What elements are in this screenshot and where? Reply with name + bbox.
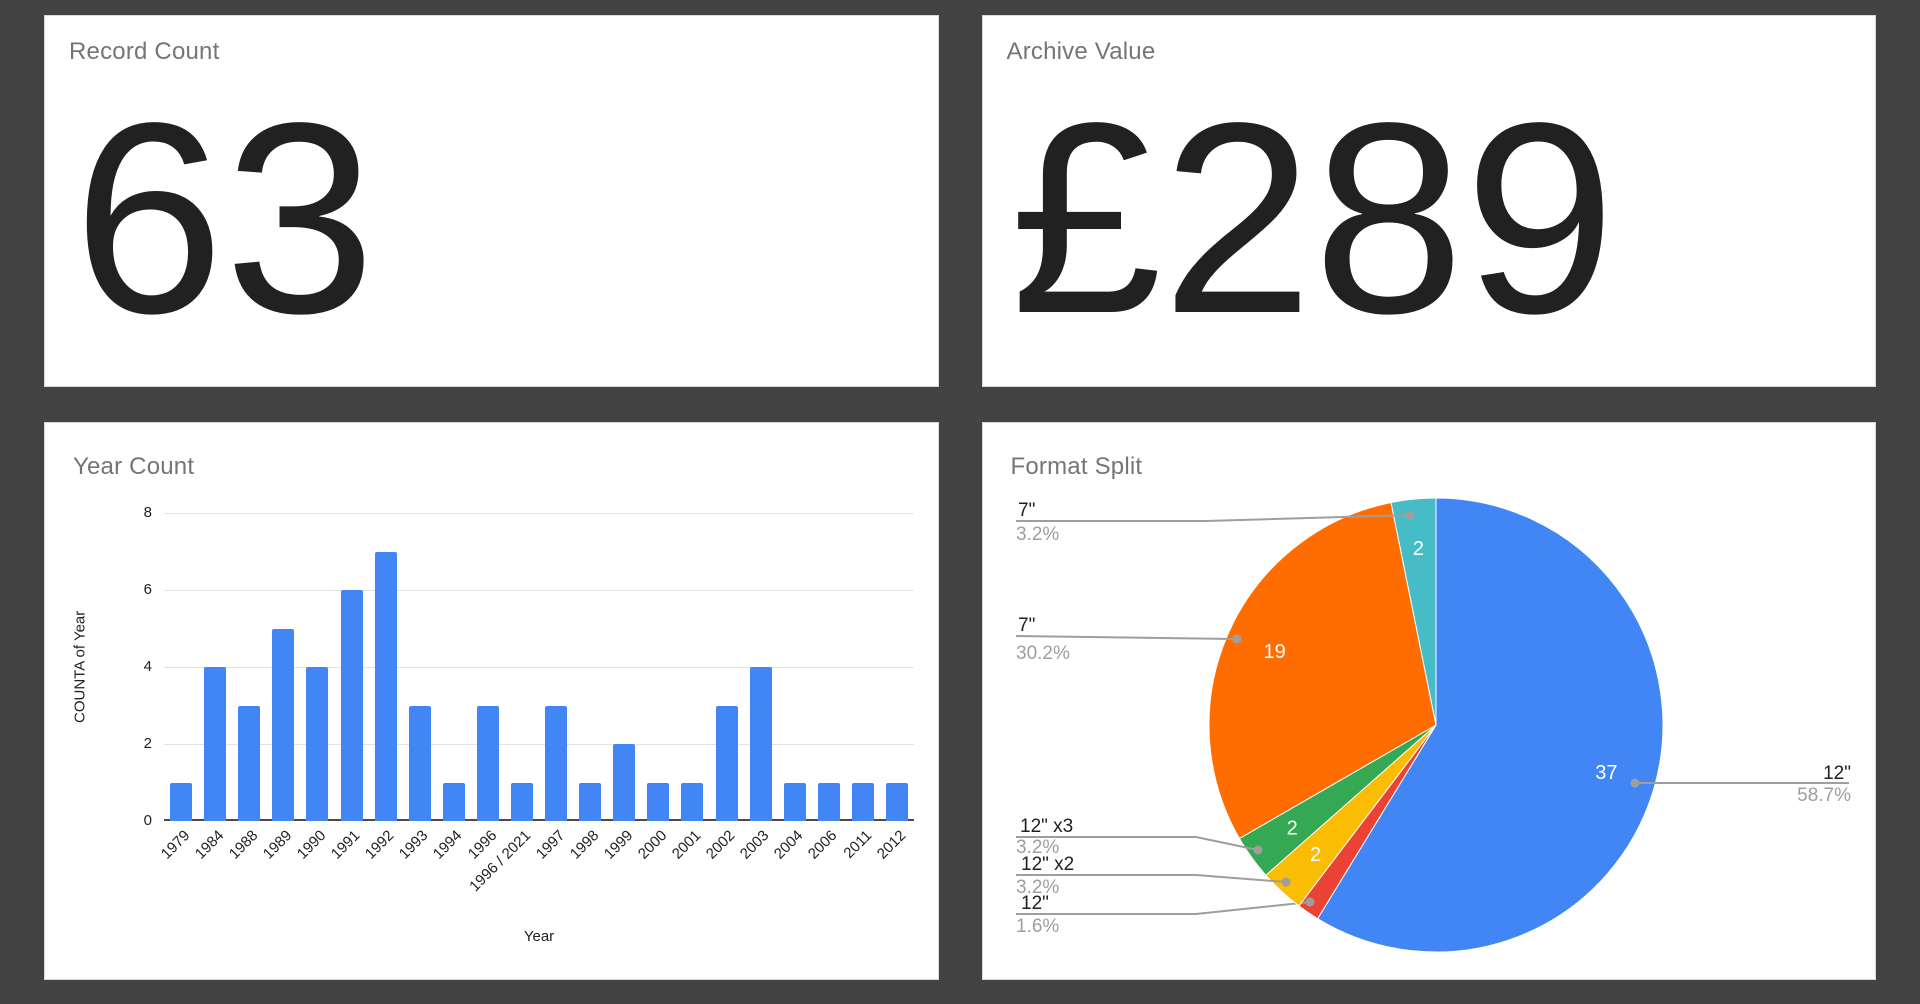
x-tick-label-1990: 1990 bbox=[293, 827, 330, 863]
pie-leader-line-1 bbox=[1015, 901, 1310, 915]
pie-callout-pct-3: 3.2% bbox=[1016, 837, 1059, 858]
x-tick-label-1979: 1979 bbox=[157, 827, 194, 863]
y-tick-label-0: 0 bbox=[143, 812, 152, 829]
x-tick-label-1993: 1993 bbox=[396, 827, 432, 863]
bar-x-axis-title: Year bbox=[523, 928, 555, 945]
pie-leader-dot-5 bbox=[1405, 510, 1414, 520]
record-count-card: Record Count 63 bbox=[44, 15, 939, 387]
bar-1996[interactable] bbox=[476, 705, 499, 821]
x-tick-label-2001: 2001 bbox=[668, 827, 705, 863]
format-split-title: Format Split bbox=[1010, 453, 1143, 480]
gridline-4 bbox=[164, 667, 914, 668]
bar-1984[interactable] bbox=[204, 667, 227, 821]
gridline-6 bbox=[164, 590, 914, 591]
x-tick-label-2012: 2012 bbox=[873, 827, 909, 863]
y-tick-label-4: 4 bbox=[143, 658, 152, 675]
pie-callout-pct-2: 3.2% bbox=[1016, 877, 1059, 898]
pie-callout-pct-5: 3.2% bbox=[1016, 524, 1059, 545]
pie-leader-dot-3 bbox=[1253, 845, 1262, 855]
x-tick-label-2006: 2006 bbox=[805, 827, 841, 863]
pie-slice-0-12[interactable] bbox=[1316, 497, 1663, 953]
pie-value-label-0: 37 bbox=[1595, 762, 1617, 784]
pie-value-label-5: 2 bbox=[1412, 538, 1423, 560]
gridline-8 bbox=[164, 513, 914, 514]
x-tick-label-2000: 2000 bbox=[634, 827, 671, 863]
year-count-chart: COUNTA of Year 1979 1984 1988 1989 1990 1991 1… bbox=[45, 423, 938, 979]
year-count-card: Year Count COUNTA of Year 1979 1984 1988 19… bbox=[44, 422, 939, 980]
bar-y-axis-title: COUNTA of Year bbox=[71, 610, 89, 724]
pie-value-label-3: 2 bbox=[1286, 817, 1297, 839]
x-tick-label-2003: 2003 bbox=[736, 827, 773, 863]
format-split-pie-chart: 37 12"58.7%12"1.6%212" x23.2%212" x33.2%1… bbox=[1015, 497, 1851, 953]
pie-leader-dot-2 bbox=[1281, 877, 1290, 887]
pie-leader-line-5 bbox=[1015, 514, 1410, 522]
y-tick-label-8: 8 bbox=[143, 504, 152, 521]
pie-leader-line-2 bbox=[1015, 874, 1286, 883]
pie-leader-line-3 bbox=[1015, 836, 1258, 851]
y-tick-label-2: 2 bbox=[143, 735, 152, 752]
pie-leader-dot-1 bbox=[1305, 897, 1314, 907]
bar-1994[interactable] bbox=[442, 782, 465, 821]
bar-plot-area: 1979 1984 1988 1989 1990 1991 1992 1993 1994 1996… bbox=[157, 513, 914, 895]
pie-slice-4-7[interactable] bbox=[1208, 501, 1437, 840]
bar-2006[interactable] bbox=[817, 782, 840, 821]
bar-1989[interactable] bbox=[272, 628, 295, 821]
bar-2002[interactable] bbox=[715, 705, 738, 821]
pie-callout-label-1: 12" bbox=[1021, 893, 1049, 914]
archive-value-card: Archive Value £289 bbox=[981, 15, 1876, 387]
bar-1992[interactable] bbox=[374, 551, 397, 821]
record-count-value: 63 bbox=[73, 66, 376, 370]
pie-callout-pct-4: 30.2% bbox=[1016, 643, 1070, 664]
record-count-title: Record Count bbox=[69, 38, 220, 65]
bar-2001[interactable] bbox=[681, 782, 704, 821]
pie-leader-dot-0 bbox=[1630, 778, 1639, 788]
bar-1996 / 2021[interactable] bbox=[510, 782, 533, 821]
bar-1990[interactable] bbox=[306, 667, 329, 821]
x-tick-label-1984: 1984 bbox=[191, 827, 228, 863]
bar-1999[interactable] bbox=[613, 744, 636, 821]
archive-value-title: Archive Value bbox=[1006, 38, 1156, 65]
pie-leader-line-4 bbox=[1015, 635, 1235, 640]
x-tick-label-2002: 2002 bbox=[702, 827, 739, 863]
pie-callout-pct-0: 58.7% bbox=[1797, 785, 1851, 806]
year-count-title: Year Count bbox=[73, 453, 195, 480]
x-tick-label-2011: 2011 bbox=[840, 827, 875, 862]
pie-value-label-4: 19 bbox=[1263, 641, 1285, 663]
x-tick-label-1994: 1994 bbox=[430, 827, 466, 863]
bar-1997[interactable] bbox=[545, 705, 568, 821]
x-tick-label-1998: 1998 bbox=[566, 827, 603, 863]
bar-1991[interactable] bbox=[340, 590, 363, 821]
x-tick-label-1991: 1991 bbox=[327, 827, 364, 863]
gridline-2 bbox=[164, 744, 914, 745]
pie-leader-dot-4 bbox=[1232, 634, 1241, 644]
x-tick-label-1989: 1989 bbox=[259, 827, 296, 863]
pie-value-label-2: 2 bbox=[1310, 844, 1321, 866]
archive-value-value: £289 bbox=[1010, 66, 1616, 370]
bar-2012[interactable] bbox=[885, 782, 908, 821]
pie-slice-5-7[interactable] bbox=[1389, 497, 1436, 726]
bar-1993[interactable] bbox=[408, 705, 431, 821]
bar-2011[interactable] bbox=[851, 782, 874, 821]
bar-1979[interactable] bbox=[170, 782, 193, 821]
gridline-0 bbox=[164, 819, 914, 821]
pie-callout-pct-1: 1.6% bbox=[1016, 916, 1059, 937]
bar-2003[interactable] bbox=[749, 667, 772, 821]
bar-2004[interactable] bbox=[783, 782, 806, 821]
pie-callout-label-3: 12" x3 bbox=[1020, 816, 1073, 837]
bar-1998[interactable] bbox=[579, 782, 602, 821]
bar-1988[interactable] bbox=[238, 705, 261, 821]
pie-callout-label-0: 12" bbox=[1823, 763, 1851, 784]
pie-callout-label-5: 7" bbox=[1018, 500, 1035, 521]
x-tick-label-1997: 1997 bbox=[532, 827, 569, 863]
x-tick-label-1992: 1992 bbox=[361, 827, 398, 863]
x-tick-label-1988: 1988 bbox=[225, 827, 262, 863]
x-tick-label-2004: 2004 bbox=[771, 827, 807, 863]
format-split-card: Format Split 37 12" 58.7% 12" 1.6% 2 12" x2 3.2… bbox=[981, 422, 1876, 980]
pie-callout-label-4: 7" bbox=[1018, 615, 1035, 636]
bar-2000[interactable] bbox=[647, 782, 670, 821]
y-tick-label-6: 6 bbox=[143, 581, 152, 598]
x-tick-label-1999: 1999 bbox=[600, 827, 637, 863]
pie-callout-label-2: 12" x2 bbox=[1021, 854, 1074, 875]
